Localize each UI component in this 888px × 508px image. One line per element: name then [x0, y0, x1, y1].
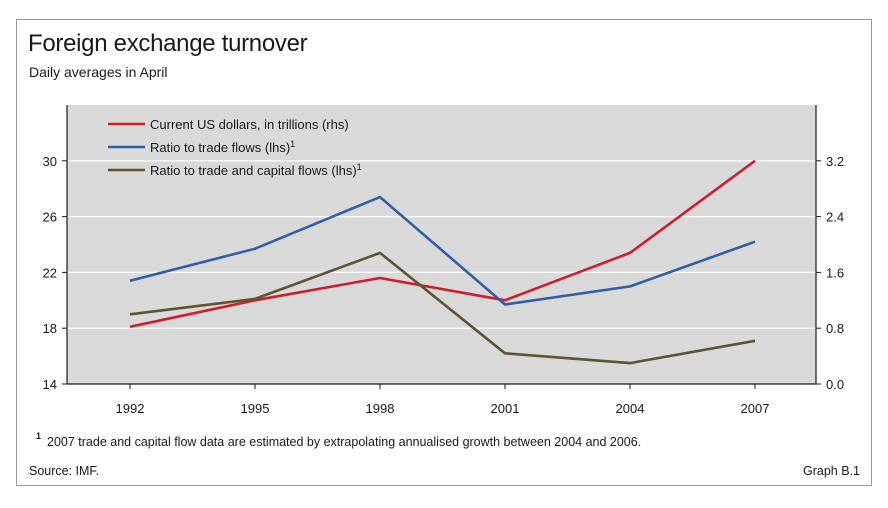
- source-note: Source: IMF.: [29, 464, 100, 478]
- y-left-tick-label: 14: [43, 377, 57, 392]
- legend-superscript: 1: [357, 162, 362, 172]
- chart-title: Foreign exchange turnover: [28, 30, 308, 57]
- series-line-1: [129, 159, 756, 329]
- footnote-text: 2007 trade and capital flow data are est…: [47, 435, 642, 450]
- y-left-tick-label: 18: [43, 321, 57, 336]
- legend-label: Ratio to trade and capital flows (lhs)1: [150, 162, 362, 178]
- y-right-tick-label: 3.2: [826, 154, 844, 169]
- legend-label: Current US dollars, in trillions (rhs): [150, 117, 349, 132]
- chart-subtitle: Daily averages in April: [29, 64, 168, 80]
- graph-id: Graph B.1: [803, 464, 860, 478]
- series-line-3: [129, 251, 756, 365]
- y-right-tick-label: 1.6: [826, 265, 844, 280]
- series-line-2: [129, 195, 756, 306]
- x-tick-label: 1998: [366, 401, 395, 416]
- footnote: 1 2007 trade and capital flow data are es…: [36, 431, 642, 450]
- x-tick-label: 2001: [491, 401, 520, 416]
- y-right-tick-label: 2.4: [826, 210, 844, 225]
- x-tick-label: 2004: [616, 401, 645, 416]
- y-right-tick-label: 0.8: [826, 321, 844, 336]
- y-left-tick-label: 22: [43, 265, 57, 280]
- plot-area: [67, 105, 816, 384]
- legend-label: Ratio to trade flows (lhs)1: [150, 139, 295, 155]
- x-tick-label: 1992: [116, 401, 145, 416]
- y-right-tick-label: 0.0: [826, 377, 844, 392]
- footnote-marker: 1: [36, 431, 42, 441]
- x-tick-label: 1995: [241, 401, 270, 416]
- x-tick-label: 2007: [741, 401, 770, 416]
- y-left-tick-label: 26: [43, 210, 57, 225]
- legend-superscript: 1: [290, 139, 295, 149]
- y-left-tick-label: 30: [43, 154, 57, 169]
